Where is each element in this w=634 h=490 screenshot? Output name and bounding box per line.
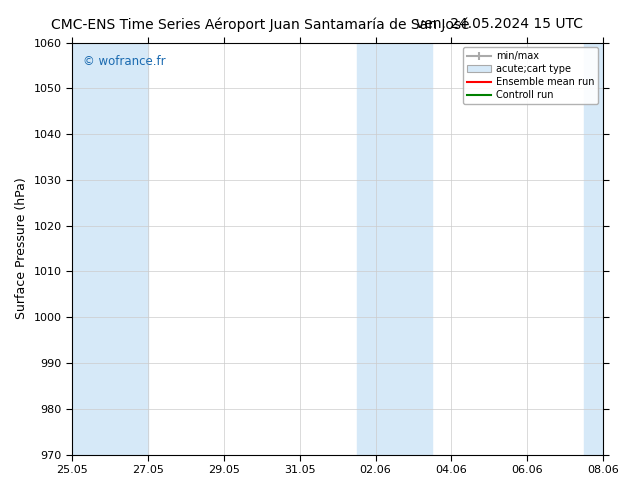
Text: CMC-ENS Time Series Aéroport Juan Santamaría de San José: CMC-ENS Time Series Aéroport Juan Santam… bbox=[51, 17, 469, 32]
Legend: min/max, acute;cart type, Ensemble mean run, Controll run: min/max, acute;cart type, Ensemble mean … bbox=[463, 48, 598, 104]
Bar bbox=[584, 43, 603, 455]
Y-axis label: Surface Pressure (hPa): Surface Pressure (hPa) bbox=[15, 178, 28, 319]
Bar bbox=[72, 43, 148, 455]
Bar bbox=[356, 43, 432, 455]
Text: © wofrance.fr: © wofrance.fr bbox=[82, 55, 165, 68]
Text: ven. 24.05.2024 15 UTC: ven. 24.05.2024 15 UTC bbox=[417, 17, 583, 31]
